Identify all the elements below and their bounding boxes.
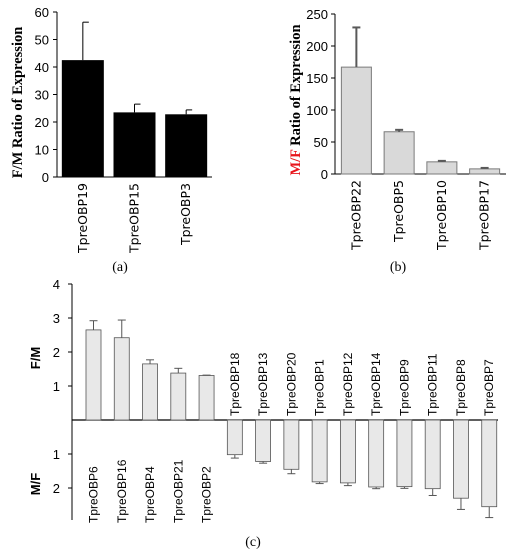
panel-c-x-tick-label: TpreOBP9: [397, 359, 411, 416]
panel-c-y-tick-label: 2: [53, 345, 60, 360]
panel-c-bar: [226, 419, 243, 456]
panel-c-x-tick-label: TpreOBP7: [482, 359, 496, 416]
panel-c-bar: [85, 329, 102, 421]
panel-b-bar: [426, 161, 458, 175]
panel-b-x-tick-label: TpreOBP5: [391, 180, 406, 243]
panel-c-bar: [255, 419, 272, 462]
panel-a-bar: [113, 112, 156, 177]
panel-c-x-tick-label: TpreOBP1: [313, 359, 327, 416]
panel-c-bar: [198, 375, 215, 421]
panel-a-x-tick-label: TpreOBP15: [127, 183, 142, 254]
panel-b-y-tick-label: 50: [314, 135, 328, 150]
panel-b-x-tick-label: TpreOBP10: [434, 180, 449, 251]
panel-c-x-tick-label: TpreOBP14: [369, 352, 383, 416]
panel-b-y-axis-label: M/F Ratio of Expression: [288, 24, 304, 175]
panel-c-bar: [283, 419, 300, 470]
panel-c-bar: [170, 372, 187, 421]
panel-a-bar: [165, 114, 208, 177]
panel-b-bar: [383, 131, 415, 175]
panel-c-bar: [311, 419, 328, 483]
panel-a-x-tick-label: TpreOBP19: [75, 183, 90, 254]
panel-c-bar-chart: 1 2 3 4 1 2 F/M M/F TpreOBP6 TpreOBP16 TpreOBP4 Tpr…: [28, 277, 498, 550]
panel-c-bar: [368, 419, 385, 488]
panel-c-bar: [339, 419, 356, 484]
panel-b-x-tick-label: TpreOBP22: [348, 180, 363, 251]
panel-b-y-tick-label: 250: [306, 7, 328, 22]
panel-c-y-tick-label: 2: [53, 481, 60, 496]
panel-a-x-tick-label: TpreOBP3: [178, 183, 193, 246]
panel-a-y-tick-label: 20: [35, 115, 49, 130]
panel-c-x-tick-label: TpreOBP16: [115, 459, 129, 523]
panel-c-x-tick-label: TpreOBP21: [171, 459, 185, 523]
panel-b-y-axis-label-suffix: Ratio of Expression: [288, 24, 304, 149]
panel-a-y-tick-label: 40: [35, 60, 49, 75]
panel-c-y-tick-label: 1: [53, 379, 60, 394]
panel-c-x-tick-label: TpreOBP13: [256, 352, 270, 416]
panel-c-upper-axis-label: F/M: [28, 347, 43, 369]
panel-b-x-tick-label: TpreOBP17: [477, 180, 492, 251]
panel-c-x-tick-label: TpreOBP18: [228, 352, 242, 416]
panel-c-x-tick-label: TpreOBP6: [87, 466, 101, 523]
panel-c-bar: [142, 363, 158, 421]
panel-c-bar: [453, 419, 469, 499]
panel-c-bar: [424, 419, 441, 490]
panel-b-bar: [340, 66, 372, 175]
panel-c-y-tick-label: 1: [53, 447, 60, 462]
panel-b-y-tick-label: 150: [306, 71, 328, 86]
panel-c-caption: (c): [245, 535, 261, 550]
panel-a-y-tick-label: 30: [35, 88, 49, 103]
panel-c-lower-axis-label: M/F: [28, 473, 43, 495]
panel-c-y-tick-label: 4: [53, 277, 60, 292]
panel-a-bar-chart: 0 10 20 30 40 50 60 TpreOBP19 TpreOBP15 TpreOBP3 F…: [10, 5, 212, 275]
panel-c-x-tick-label: TpreOBP12: [341, 352, 355, 416]
panel-b-caption: (b): [390, 260, 407, 275]
panel-a-y-tick-label: 0: [42, 170, 49, 185]
panel-b-y-axis-label-prefix: M/F: [288, 149, 304, 176]
panel-c-x-tick-label: TpreOBP20: [284, 352, 298, 416]
panel-b-y-tick-label: 0: [321, 167, 328, 182]
panel-c-bar: [396, 419, 413, 488]
panel-c-x-tick-label: TpreOBP8: [454, 359, 468, 416]
panel-c-x-tick-label: TpreOBP11: [426, 353, 440, 416]
panel-a-y-tick-label: 60: [35, 5, 49, 20]
panel-a-y-tick-label: 10: [35, 143, 49, 158]
panel-b-y-tick-label: 200: [306, 39, 328, 54]
panel-b-bar-chart: 0 50 100 150 200 250 TpreOBP22 TpreOBP5 TpreOBP1…: [288, 7, 506, 275]
panel-a-caption: (a): [112, 260, 128, 275]
panel-c-bar: [481, 419, 498, 508]
panel-b-bar: [469, 168, 501, 175]
panel-c-bar: [113, 337, 130, 421]
panel-a-bar: [61, 60, 104, 177]
panel-c-x-tick-label: TpreOBP2: [200, 466, 214, 523]
panel-a-y-axis-label: F/M Ratio of Expression: [10, 27, 26, 179]
panel-a-y-tick-label: 50: [35, 33, 49, 48]
panel-c-y-tick-label: 3: [53, 311, 60, 326]
panel-b-y-tick-label: 100: [306, 103, 328, 118]
panel-c-x-tick-label: TpreOBP4: [143, 466, 157, 523]
